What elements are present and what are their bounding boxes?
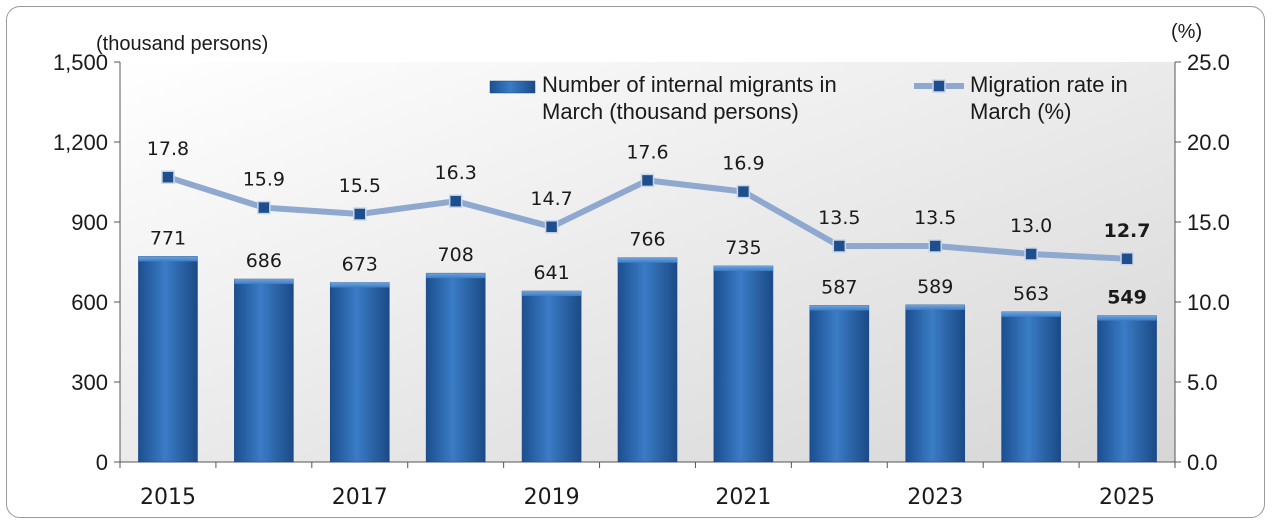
left-tick-label: 600	[71, 290, 108, 315]
left-tick-label: 1,200	[53, 130, 108, 155]
bar	[905, 304, 966, 463]
bar	[1097, 315, 1157, 463]
bar-value-label: 771	[150, 227, 186, 249]
rate-value-label: 16.9	[722, 153, 764, 175]
right-tick-label: 20.0	[1187, 130, 1230, 155]
bar-value-label: 766	[629, 229, 665, 251]
data-labels: 771 686 673 708 641 766 735 587 589 563 549 17.8 15.…	[147, 138, 1151, 308]
left-tick-label: 1,500	[53, 50, 108, 75]
rate-marker	[928, 239, 942, 253]
bar-top-highlight	[426, 273, 486, 279]
bar-top-highlight	[234, 279, 294, 285]
rate-value-label: 15.9	[243, 169, 285, 191]
rate-marker	[832, 239, 847, 253]
bar	[1001, 311, 1061, 463]
x-tick-label: 2023	[907, 485, 963, 510]
bar-value-label: 686	[246, 250, 282, 272]
bar-top-highlight	[522, 291, 582, 297]
bar-top-highlight	[905, 304, 965, 310]
rate-marker	[161, 170, 175, 184]
line-series	[161, 170, 1134, 266]
bar	[521, 290, 582, 463]
legend-bar-swatch	[489, 80, 536, 94]
bar-value-label: 735	[725, 237, 761, 259]
x-tick-label: 2017	[332, 485, 388, 510]
rate-value-label: 14.7	[530, 188, 572, 210]
right-axis: 0.0 5.0 10.0 15.0 20.0 25.0	[1174, 50, 1230, 475]
left-unit-label: (thousand persons)	[96, 33, 268, 55]
left-tick-label: 0	[96, 450, 108, 475]
right-tick-label: 15.0	[1187, 210, 1230, 235]
rate-marker	[257, 200, 271, 215]
bar-value-label: 641	[533, 262, 569, 284]
bar-top-highlight	[618, 257, 677, 263]
rate-marker	[640, 173, 655, 188]
bar	[425, 272, 486, 463]
bar	[617, 257, 678, 463]
right-tick-label: 5.0	[1187, 370, 1218, 395]
legend-line-label-line1: Migration rate in	[970, 72, 1128, 97]
rate-value-label: 12.7	[1104, 220, 1151, 242]
rate-value-label: 16.3	[435, 162, 477, 184]
legend-line-marker	[932, 79, 946, 93]
rate-value-label: 17.6	[626, 141, 668, 163]
legend-bar-label-line1: Number of internal migrants in	[542, 72, 837, 97]
bar-value-label: 563	[1013, 283, 1049, 305]
bar-top-highlight	[138, 256, 198, 262]
x-tick-label: 2015	[140, 485, 196, 510]
bar-value-label: 587	[821, 276, 857, 298]
rate-marker	[544, 220, 559, 234]
legend-bar-label-line2: March (thousand persons)	[542, 99, 799, 124]
left-tick-label: 300	[71, 370, 108, 395]
left-axis: 0 300 600 900 1,200 1,500	[53, 50, 121, 475]
bar-top-highlight	[1001, 311, 1061, 317]
legend: Number of internal migrants in March (th…	[489, 72, 1128, 124]
rate-marker	[1120, 252, 1134, 266]
legend-item-line: Migration rate in March (%)	[914, 72, 1128, 124]
right-tick-label: 0.0	[1187, 450, 1218, 475]
rate-value-label: 15.5	[339, 175, 381, 197]
bar-value-label: 589	[917, 276, 953, 298]
bar	[713, 265, 774, 463]
rate-marker	[448, 194, 463, 208]
bar	[138, 256, 198, 463]
bar-value-label: 708	[438, 244, 474, 266]
right-unit-label: (%)	[1171, 21, 1202, 43]
bar-top-highlight	[1097, 315, 1157, 321]
x-tick-label: 2021	[715, 485, 771, 510]
bar	[234, 278, 294, 463]
bar-series	[138, 256, 1157, 463]
rate-marker	[736, 184, 751, 199]
right-tick-label: 10.0	[1187, 290, 1230, 315]
rate-value-label: 17.8	[147, 138, 189, 160]
bar-value-label: 673	[342, 254, 378, 276]
bar-top-highlight	[713, 266, 773, 271]
rate-value-label: 13.5	[818, 207, 860, 229]
bar	[329, 282, 390, 463]
right-tick-label: 25.0	[1187, 50, 1230, 75]
x-axis: 2015 2017 2019 2021 2023 2025	[119, 461, 1176, 510]
bar	[809, 305, 870, 463]
rate-marker	[1024, 247, 1038, 261]
bar-top-highlight	[809, 305, 869, 311]
x-tick-label: 2019	[524, 485, 580, 510]
rate-value-label: 13.5	[914, 207, 956, 229]
rate-marker	[353, 207, 367, 221]
bar-top-highlight	[330, 282, 390, 288]
legend-line-label-line2: March (%)	[970, 99, 1071, 124]
left-tick-label: 900	[71, 210, 108, 235]
bar-value-label: 549	[1107, 287, 1147, 309]
legend-item-bars: Number of internal migrants in March (th…	[489, 72, 837, 124]
x-tick-label: 2025	[1099, 485, 1155, 510]
rate-value-label: 13.0	[1010, 215, 1052, 237]
